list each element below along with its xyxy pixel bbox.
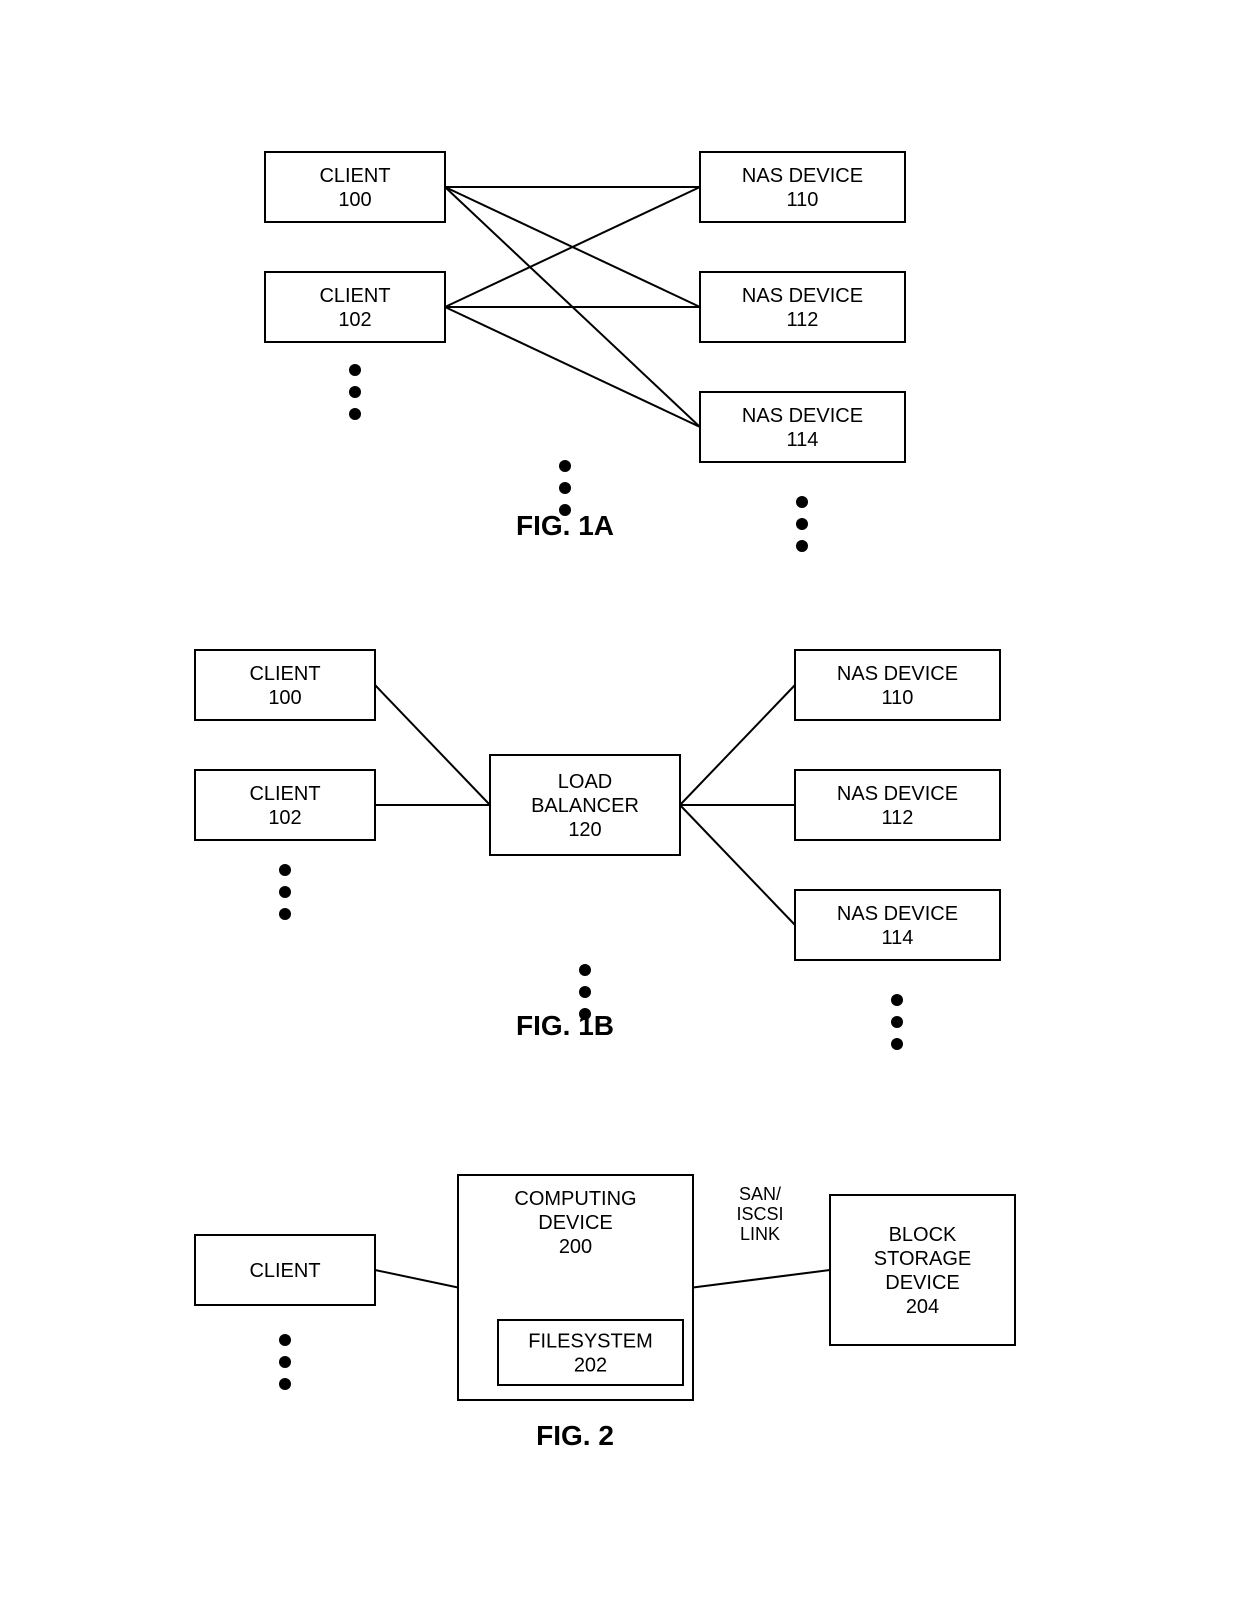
edge-label-cd200-bs204: SAN/ISCSILINK [736,1184,783,1244]
edge-cli-cd200 [375,1270,458,1288]
edge-lb120-bn114 [680,805,795,925]
node-bs204 [830,1195,1015,1345]
ellipsis-dot [891,1038,903,1050]
ellipsis-dot [891,1016,903,1028]
fig1a: CLIENT100CLIENT102NAS DEVICE110NAS DEVIC… [265,152,905,552]
node-label-cli: CLIENT [249,1260,320,1282]
edge-bc100-lb120 [375,685,490,805]
caption-fig1b: FIG. 1B [516,1010,614,1041]
node-c100 [265,152,445,222]
ellipsis-dot [279,864,291,876]
ellipsis-dot [796,540,808,552]
ellipsis-dot [891,994,903,1006]
node-bc100 [195,650,375,720]
node-bn110 [795,650,1000,720]
ellipsis-dot [279,1378,291,1390]
edge-c102-n114 [445,307,700,427]
fig2: SAN/ISCSILINKCLIENTCOMPUTINGDEVICE200FIL… [195,1175,1015,1451]
ellipsis-dot [559,482,571,494]
ellipsis-dot [349,386,361,398]
ellipsis-dot [279,908,291,920]
node-bn114 [795,890,1000,960]
ellipsis-dot [279,1334,291,1346]
ellipsis-dot [796,496,808,508]
diagram-canvas: CLIENT100CLIENT102NAS DEVICE110NAS DEVIC… [0,0,1240,1605]
fig1b: CLIENT100CLIENT102LOADBALANCER120NAS DEV… [195,650,1000,1050]
edge-lb120-bn110 [680,685,795,805]
node-c102 [265,272,445,342]
ellipsis-dot [349,408,361,420]
caption-fig1a: FIG. 1A [516,510,614,541]
node-n110 [700,152,905,222]
ellipsis-dot [579,964,591,976]
ellipsis-dot [579,986,591,998]
ellipsis-dot [796,518,808,530]
node-bc102 [195,770,375,840]
ellipsis-dot [349,364,361,376]
node-n112 [700,272,905,342]
node-bn112 [795,770,1000,840]
edge-cd200-bs204 [693,1270,830,1288]
ellipsis-dot [279,886,291,898]
node-n114 [700,392,905,462]
caption-fig2: FIG. 2 [536,1420,614,1451]
ellipsis-dot [559,460,571,472]
ellipsis-dot [279,1356,291,1368]
